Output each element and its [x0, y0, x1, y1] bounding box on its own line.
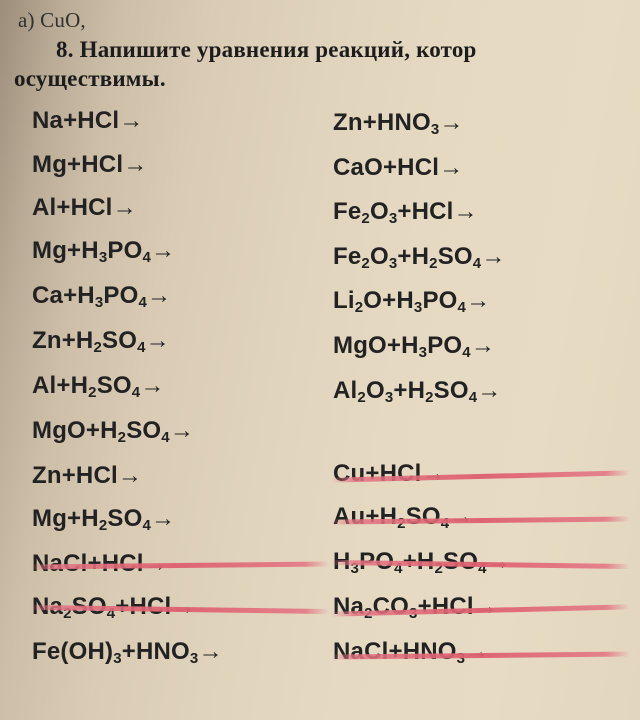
equation: Fe2O3+H2SO4→ [333, 242, 626, 274]
equation: Na2SO4+HCl→ [32, 592, 325, 624]
column-gap [333, 415, 626, 453]
task-number: 8. [56, 37, 74, 62]
equation: Ca+H3PO4→ [32, 281, 325, 313]
equation: Mg+H2SO4→ [32, 504, 325, 536]
equation: H3PO4+H2SO4→ [333, 547, 626, 579]
equation: MgO+H3PO4→ [333, 331, 626, 363]
equation: Li2O+H3PO4→ [333, 286, 626, 318]
task-line2: осуществимы. [14, 64, 626, 93]
equation: Au+H2SO4→ [333, 502, 626, 534]
equation: Na+HCl→ [32, 106, 325, 136]
equation: Zn+HNO3→ [333, 108, 626, 140]
task-text: 8. Напишите уравнения реакций, котор осу… [28, 35, 626, 94]
equation: CaO+HCl→ [333, 153, 626, 183]
task-line1: Напишите уравнения реакций, котор [74, 37, 477, 62]
equation: Fe2O3+HCl→ [333, 197, 626, 229]
equation: Cu+HCl→ [333, 459, 626, 489]
equation: Al+HCl→ [32, 193, 325, 223]
equation: NaCl+HCl→ [32, 549, 325, 579]
equation: Mg+H3PO4→ [32, 236, 325, 268]
equations-columns: Na+HCl→Mg+HCl→Al+HCl→Mg+H3PO4→Ca+H3PO4→Z… [28, 100, 626, 676]
equations-right-column: Zn+HNO3→ CaO+HCl→ Fe2O3+HCl→ Fe2O3+H2SO4→ Li… [325, 100, 626, 676]
equation: Al2O3+H2SO4→ [333, 376, 626, 408]
top-fragment: а) CuO, [18, 8, 626, 33]
equation: MgO+H2SO4→ [32, 416, 325, 448]
equation: Zn+H2SO4→ [32, 326, 325, 358]
equation: Fe(OH)3+HNO3→ [32, 637, 325, 669]
equation: NaCl+HNO3→ [333, 637, 626, 669]
equation: Na2CO3+HCl→ [333, 592, 626, 624]
equation: Al+H2SO4→ [32, 371, 325, 403]
textbook-page: а) CuO, 8. Напишите уравнения реакций, к… [0, 0, 640, 720]
equation: Zn+HCl→ [32, 461, 325, 491]
equation: Mg+HCl→ [32, 150, 325, 180]
equations-left-column: Na+HCl→ Mg+HCl→ Al+HCl→ Mg+H3PO4→ Ca+H3PO4→ Z… [28, 100, 325, 676]
